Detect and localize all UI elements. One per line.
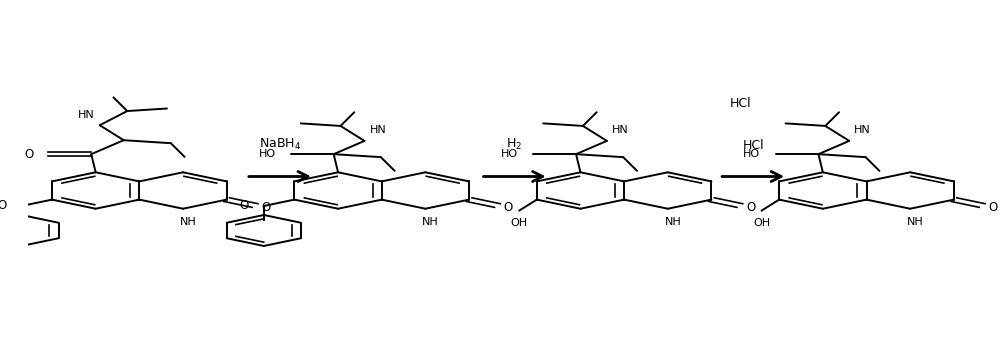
- Text: O: O: [261, 201, 271, 214]
- Text: HN: HN: [78, 110, 95, 120]
- Text: NH: NH: [180, 217, 196, 227]
- Text: HCl: HCl: [730, 97, 751, 109]
- Text: HN: HN: [612, 125, 629, 136]
- Text: HN: HN: [854, 125, 871, 136]
- Text: O: O: [989, 201, 998, 214]
- Text: O: O: [24, 148, 33, 161]
- Text: NH: NH: [422, 217, 439, 227]
- Text: O: O: [504, 201, 513, 214]
- Text: H$_2$: H$_2$: [506, 137, 523, 152]
- Text: O: O: [746, 201, 755, 214]
- Text: HO: HO: [259, 149, 276, 159]
- Text: O: O: [0, 199, 6, 213]
- Text: NaBH$_4$: NaBH$_4$: [259, 137, 301, 152]
- Text: NH: NH: [664, 217, 681, 227]
- Text: HO: HO: [743, 149, 760, 159]
- Text: HCl: HCl: [742, 139, 764, 152]
- Text: O: O: [239, 199, 249, 213]
- Text: OH: OH: [753, 218, 770, 228]
- Text: HN: HN: [369, 125, 386, 136]
- Text: HO: HO: [501, 149, 518, 159]
- Text: OH: OH: [511, 218, 528, 228]
- Text: NH: NH: [907, 217, 924, 227]
